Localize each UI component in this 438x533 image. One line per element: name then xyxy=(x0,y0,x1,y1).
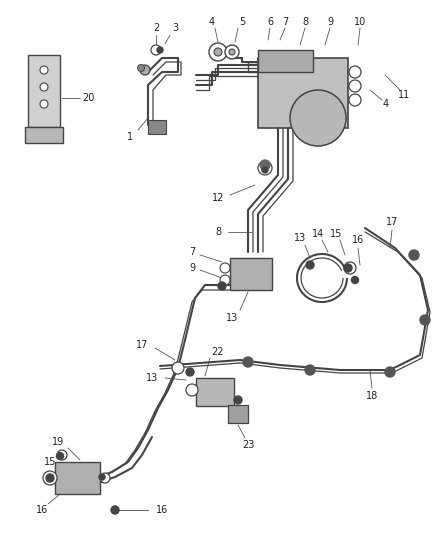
Circle shape xyxy=(290,90,346,146)
Circle shape xyxy=(220,263,230,273)
Text: 12: 12 xyxy=(212,193,224,203)
Text: 16: 16 xyxy=(352,235,364,245)
Text: 3: 3 xyxy=(172,23,178,33)
Circle shape xyxy=(243,357,253,367)
Text: 17: 17 xyxy=(136,340,148,350)
Text: 16: 16 xyxy=(36,505,48,515)
Circle shape xyxy=(111,506,119,514)
Text: 15: 15 xyxy=(44,457,56,467)
Circle shape xyxy=(262,167,268,173)
Bar xyxy=(230,258,272,290)
Text: 14: 14 xyxy=(312,229,324,239)
Circle shape xyxy=(220,275,230,285)
Circle shape xyxy=(306,261,314,269)
Circle shape xyxy=(260,160,270,170)
Circle shape xyxy=(209,43,227,61)
Text: 13: 13 xyxy=(294,233,306,243)
Circle shape xyxy=(234,396,242,404)
Circle shape xyxy=(43,471,57,485)
Circle shape xyxy=(225,45,239,59)
Circle shape xyxy=(157,47,163,53)
Circle shape xyxy=(57,450,67,460)
Text: 23: 23 xyxy=(242,440,254,450)
Circle shape xyxy=(349,94,361,106)
Text: 7: 7 xyxy=(189,247,195,257)
Circle shape xyxy=(138,64,145,71)
Text: 1: 1 xyxy=(127,132,133,142)
Text: 22: 22 xyxy=(212,347,224,357)
Circle shape xyxy=(172,362,184,374)
Circle shape xyxy=(40,83,48,91)
Text: 15: 15 xyxy=(330,229,342,239)
Text: 20: 20 xyxy=(82,93,94,103)
Circle shape xyxy=(344,262,356,274)
Text: 9: 9 xyxy=(189,263,195,273)
Text: 18: 18 xyxy=(366,391,378,401)
Circle shape xyxy=(40,66,48,74)
Text: 19: 19 xyxy=(52,437,64,447)
Circle shape xyxy=(100,473,110,483)
Text: 16: 16 xyxy=(156,505,168,515)
Circle shape xyxy=(258,161,272,175)
Circle shape xyxy=(46,474,54,482)
Circle shape xyxy=(214,48,222,56)
Bar xyxy=(28,55,60,127)
Text: 4: 4 xyxy=(209,17,215,27)
Circle shape xyxy=(229,49,235,55)
Circle shape xyxy=(352,277,358,284)
Bar xyxy=(228,405,248,423)
Text: 7: 7 xyxy=(282,17,288,27)
Circle shape xyxy=(40,100,48,108)
Text: 8: 8 xyxy=(215,227,221,237)
Circle shape xyxy=(349,80,361,92)
Circle shape xyxy=(57,453,64,459)
Text: 4: 4 xyxy=(383,99,389,109)
Circle shape xyxy=(385,367,395,377)
Circle shape xyxy=(186,384,198,396)
Text: 9: 9 xyxy=(327,17,333,27)
Circle shape xyxy=(349,66,361,78)
Text: 10: 10 xyxy=(354,17,366,27)
Circle shape xyxy=(344,264,352,272)
Text: 13: 13 xyxy=(226,313,238,323)
Text: 8: 8 xyxy=(302,17,308,27)
Bar xyxy=(196,378,234,406)
Text: 17: 17 xyxy=(386,217,398,227)
Circle shape xyxy=(420,315,430,325)
Circle shape xyxy=(151,45,161,55)
Circle shape xyxy=(218,282,226,290)
Bar xyxy=(258,58,348,128)
Circle shape xyxy=(409,250,419,260)
Text: 6: 6 xyxy=(267,17,273,27)
Circle shape xyxy=(186,368,194,376)
Circle shape xyxy=(305,365,315,375)
Circle shape xyxy=(99,474,105,480)
Text: 5: 5 xyxy=(239,17,245,27)
Bar xyxy=(55,462,100,494)
Circle shape xyxy=(140,65,150,75)
Bar xyxy=(258,50,313,72)
Text: 2: 2 xyxy=(153,23,159,33)
Text: 11: 11 xyxy=(398,90,410,100)
Bar xyxy=(148,120,166,134)
Text: 13: 13 xyxy=(146,373,158,383)
Bar xyxy=(25,127,63,143)
